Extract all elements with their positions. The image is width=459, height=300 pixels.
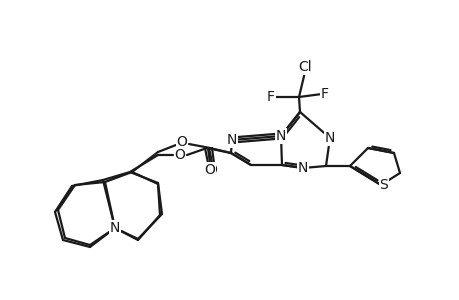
Text: N: N (110, 221, 120, 235)
Text: N: N (324, 131, 335, 145)
Text: F: F (320, 87, 328, 101)
Text: O: O (176, 135, 187, 149)
Text: F: F (266, 90, 274, 104)
Text: N: N (110, 221, 120, 235)
Text: N: N (297, 161, 308, 175)
Text: N: N (226, 133, 237, 147)
Text: O: O (206, 163, 217, 177)
Text: S: S (379, 178, 387, 192)
Text: O: O (174, 148, 185, 162)
Text: Cl: Cl (297, 60, 311, 74)
Text: O: O (204, 163, 215, 177)
Text: N: N (275, 129, 285, 143)
